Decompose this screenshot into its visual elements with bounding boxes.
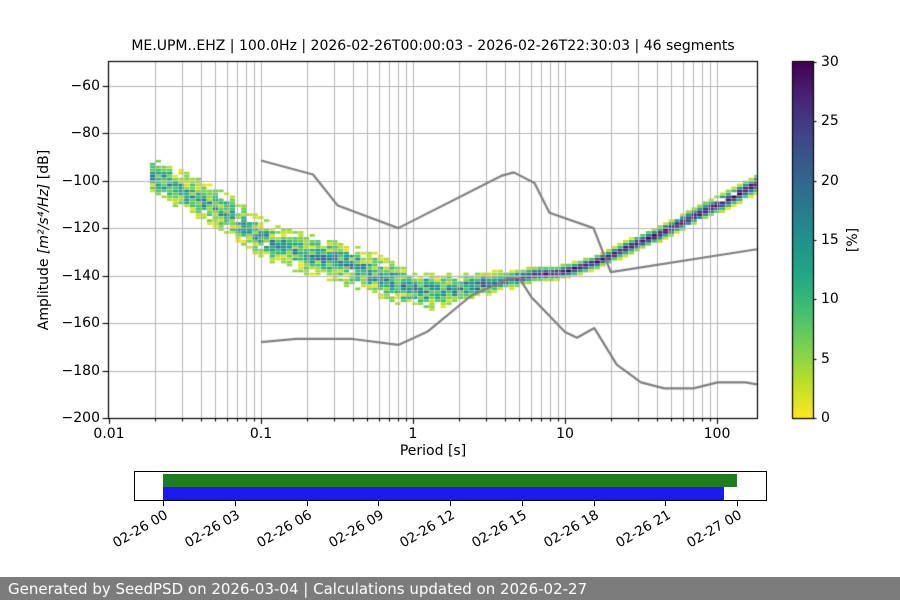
colorbar-label: [%] bbox=[845, 227, 861, 253]
y-tick-label: −160 bbox=[61, 315, 100, 332]
footer-bar: Generated by SeedPSD on 2026-03-04 | Cal… bbox=[0, 577, 900, 600]
colorbar-tick-label: 30 bbox=[821, 54, 839, 70]
x-tick-label: 0.01 bbox=[93, 426, 125, 442]
footer-text: Generated by SeedPSD on 2026-03-04 | Cal… bbox=[8, 579, 588, 598]
psd-coverage-bar bbox=[163, 486, 724, 500]
y-tick-label: −140 bbox=[61, 267, 100, 284]
colorbar-tick-label: 0 bbox=[821, 410, 830, 426]
y-tick-label: −60 bbox=[70, 77, 100, 94]
timeline-tick bbox=[163, 501, 164, 506]
y-tick-label: −100 bbox=[61, 172, 100, 189]
x-tick-label: 10 bbox=[556, 426, 574, 442]
timeline-tick bbox=[521, 501, 523, 506]
colorbar-tick-label: 10 bbox=[821, 291, 839, 308]
timeline-tick bbox=[378, 501, 380, 506]
timeline-tick bbox=[665, 501, 667, 506]
colorbar-tick-label: 15 bbox=[821, 232, 839, 248]
y-tick-label: −80 bbox=[70, 125, 100, 142]
y-tick-label: −200 bbox=[61, 410, 100, 426]
timeline-tick bbox=[234, 501, 236, 506]
data-extent-bar bbox=[163, 473, 737, 487]
x-axis-label: Period [s] bbox=[399, 443, 467, 459]
x-tick-label: 1 bbox=[408, 426, 418, 442]
y-tick-label: −120 bbox=[61, 220, 100, 237]
x-tick-label: 100 bbox=[703, 426, 731, 442]
x-tick-label: 0.1 bbox=[249, 426, 273, 442]
colorbar-tick-label: 25 bbox=[821, 113, 839, 130]
timeline-tick bbox=[450, 501, 451, 506]
timeline-tick bbox=[306, 501, 308, 506]
colorbar-tick-label: 5 bbox=[821, 350, 830, 367]
colorbar-tick-label: 20 bbox=[821, 172, 839, 189]
plot-title: ME.UPM..EHZ | 100.0Hz | 2026-02-26T00:00… bbox=[131, 38, 735, 54]
timeline-tick bbox=[593, 501, 595, 506]
timeline-tick bbox=[737, 501, 738, 506]
y-tick-label: −180 bbox=[61, 362, 100, 379]
